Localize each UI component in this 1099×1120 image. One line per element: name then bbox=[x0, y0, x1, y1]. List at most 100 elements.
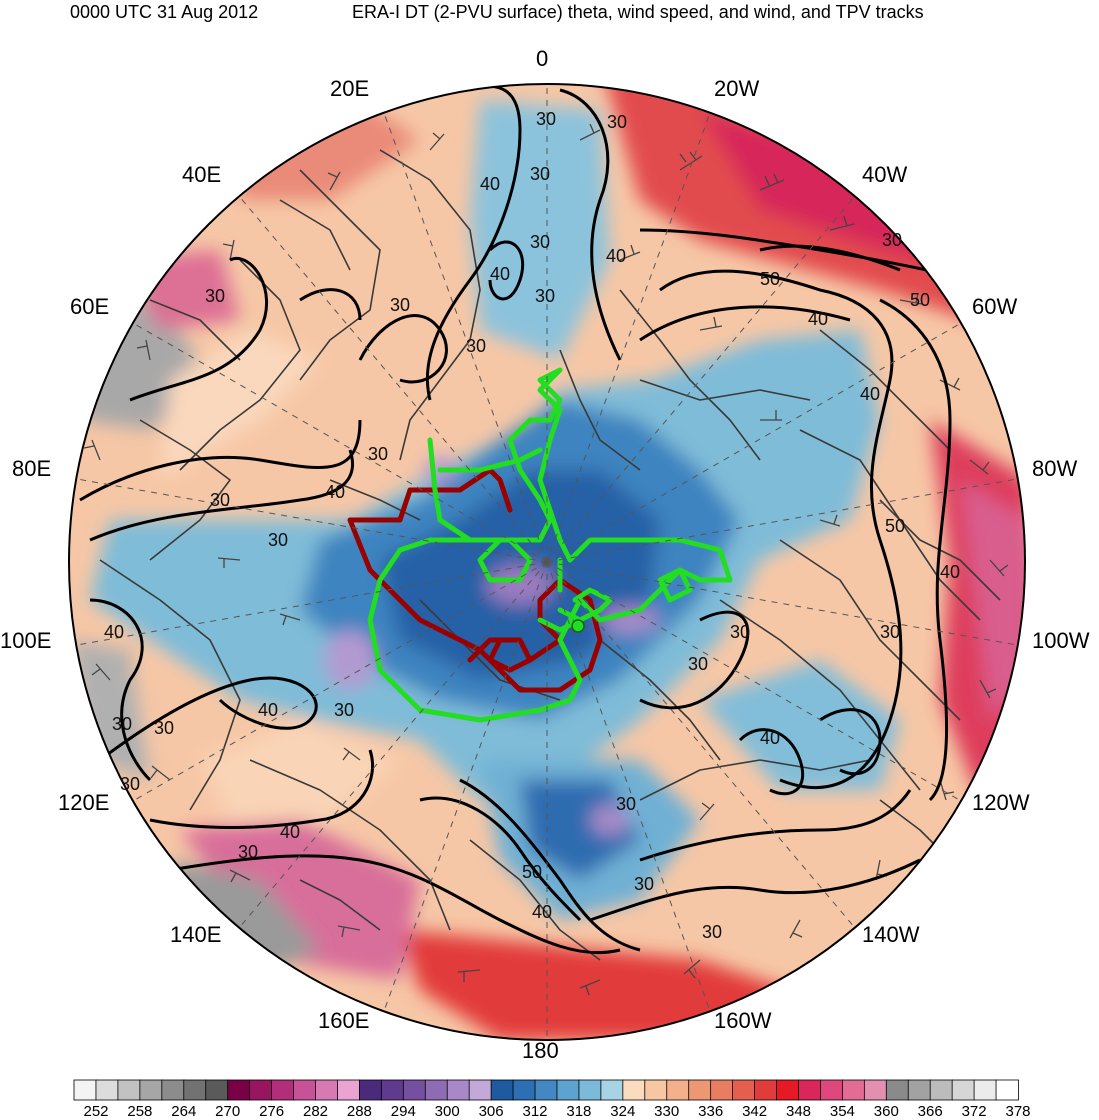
contour-label: 30 bbox=[535, 286, 555, 306]
land-borders bbox=[99, 149, 1001, 961]
colorbar-tick-label: 360 bbox=[874, 1103, 899, 1120]
lon-label-60w: 60W bbox=[972, 294, 1017, 319]
contour-label: 30 bbox=[466, 336, 486, 356]
lon-label-140e: 140E bbox=[170, 922, 221, 947]
contour-label: 30 bbox=[268, 530, 288, 550]
colorbar-tick-label: 258 bbox=[127, 1103, 152, 1120]
colorbar-swatch bbox=[205, 1079, 229, 1101]
contour-label: 30 bbox=[334, 700, 354, 720]
contour-label: 40 bbox=[860, 384, 880, 404]
lon-label-40e: 40E bbox=[182, 162, 221, 187]
contour-label: 30 bbox=[607, 112, 627, 132]
colorbar-swatch bbox=[161, 1079, 185, 1101]
contour-label: 40 bbox=[258, 700, 278, 720]
colorbar-tick-label: 336 bbox=[698, 1103, 723, 1120]
colorbar-swatch bbox=[358, 1079, 383, 1101]
colorbar-swatch bbox=[117, 1079, 141, 1101]
colorbar-swatch bbox=[534, 1079, 558, 1101]
contour-label: 40 bbox=[280, 822, 300, 842]
map-border bbox=[68, 83, 1026, 1041]
colorbar-swatch bbox=[315, 1079, 339, 1101]
contour-label: 40 bbox=[104, 622, 124, 642]
colorbar-swatch bbox=[776, 1079, 800, 1101]
colorbar-swatch bbox=[490, 1079, 514, 1101]
colorbar-swatch bbox=[556, 1079, 580, 1101]
contour-label: 40 bbox=[490, 264, 510, 284]
tpv-current-position bbox=[571, 619, 585, 633]
contour-label: 30 bbox=[880, 622, 900, 642]
colorbar-swatch bbox=[973, 1079, 997, 1101]
lon-label-160e: 160E bbox=[318, 1008, 369, 1033]
contour-label: 30 bbox=[390, 295, 410, 315]
contour-label: 40 bbox=[480, 174, 500, 194]
colorbar-swatch bbox=[293, 1079, 317, 1101]
lon-label-100e: 100E bbox=[0, 628, 51, 653]
map-title-datetime: 0000 UTC 31 Aug 2012 bbox=[70, 2, 259, 22]
colorbar-swatch bbox=[73, 1079, 97, 1101]
colorbar-swatch bbox=[710, 1079, 734, 1101]
contour-label: 30 bbox=[120, 774, 140, 794]
lon-label-80e: 80E bbox=[12, 456, 51, 481]
colorbar-swatch bbox=[666, 1079, 690, 1101]
contour-label: 40 bbox=[760, 728, 780, 748]
lon-label-80w: 80W bbox=[1032, 456, 1077, 481]
contour-label: 30 bbox=[112, 714, 132, 734]
colorbar-swatch bbox=[271, 1079, 295, 1101]
colorbar-swatch bbox=[600, 1079, 624, 1101]
contour-label: 30 bbox=[205, 286, 225, 306]
colorbar-swatch bbox=[644, 1079, 668, 1101]
colorbar-swatch bbox=[907, 1079, 932, 1101]
contour-label: 30 bbox=[688, 654, 708, 674]
svg-text:50: 50 bbox=[522, 862, 542, 882]
colorbar: 252 258 264 270 276 282 288 294 300 306 312 318 324 3… bbox=[73, 1079, 1031, 1120]
colorbar-swatch bbox=[820, 1079, 844, 1101]
contour-label: 30 bbox=[530, 232, 550, 252]
lon-label-160w: 160W bbox=[714, 1008, 772, 1033]
colorbar-tick-label: 306 bbox=[479, 1103, 504, 1120]
colorbar-tick-label: 366 bbox=[918, 1103, 943, 1120]
colorbar-swatch bbox=[622, 1079, 646, 1101]
wind-speed-contours bbox=[79, 84, 971, 955]
colorbar-tick-label: 354 bbox=[830, 1103, 855, 1120]
svg-text:30: 30 bbox=[634, 874, 654, 894]
contour-label: 30 bbox=[238, 842, 258, 862]
colorbar-tick-label: 372 bbox=[962, 1103, 987, 1120]
colorbar-swatch bbox=[337, 1079, 361, 1101]
colorbar-tick-label: 348 bbox=[786, 1103, 811, 1120]
colorbar-swatch bbox=[754, 1079, 778, 1101]
colorbar-tick-label: 294 bbox=[391, 1103, 416, 1120]
contour-label: 40 bbox=[325, 482, 345, 502]
map-title-description: ERA-I DT (2-PVU surface) theta, wind spe… bbox=[352, 2, 924, 22]
contour-label: 30 bbox=[730, 622, 750, 642]
lon-label-20w: 20W bbox=[714, 76, 759, 101]
colorbar-swatch bbox=[227, 1079, 251, 1101]
colorbar-swatch bbox=[512, 1079, 536, 1101]
lon-label-120e: 120E bbox=[58, 790, 109, 815]
colorbar-tick-label: 342 bbox=[742, 1103, 767, 1120]
lon-label-60e: 60E bbox=[70, 294, 109, 319]
colorbar-tick-label: 282 bbox=[303, 1103, 328, 1120]
contour-label: 30 bbox=[154, 718, 174, 738]
contour-label: 30 bbox=[530, 164, 550, 184]
contour-label: 40 bbox=[808, 309, 828, 329]
contour-label: 40 bbox=[940, 562, 960, 582]
contour-label: 30 bbox=[368, 444, 388, 464]
colorbar-swatch bbox=[732, 1079, 756, 1101]
colorbar-swatch bbox=[95, 1079, 119, 1101]
colorbar-swatch bbox=[951, 1079, 975, 1101]
colorbar-tick-label: 270 bbox=[215, 1103, 240, 1120]
colorbar-tick-label: 288 bbox=[347, 1103, 372, 1120]
colorbar-swatch bbox=[380, 1079, 405, 1101]
colorbar-tick-label: 276 bbox=[259, 1103, 284, 1120]
contour-label-group: 30 30 40 30 30 40 30 40 50 30 50 40 40 3… bbox=[104, 109, 960, 862]
colorbar-tick-label: 318 bbox=[566, 1103, 591, 1120]
colorbar-tick-label: 252 bbox=[83, 1103, 108, 1120]
colorbar-swatch bbox=[468, 1079, 493, 1101]
longitude-labels: 0 20W 40W 60W 80W 100W 120W 140W 160W 18… bbox=[0, 46, 1090, 1063]
colorbar-swatch bbox=[446, 1079, 471, 1101]
colorbar-tick-label: 324 bbox=[610, 1103, 635, 1120]
colorbar-swatch bbox=[183, 1079, 207, 1101]
svg-text:30: 30 bbox=[702, 922, 722, 942]
colorbar-tick-label: 378 bbox=[1005, 1103, 1030, 1120]
